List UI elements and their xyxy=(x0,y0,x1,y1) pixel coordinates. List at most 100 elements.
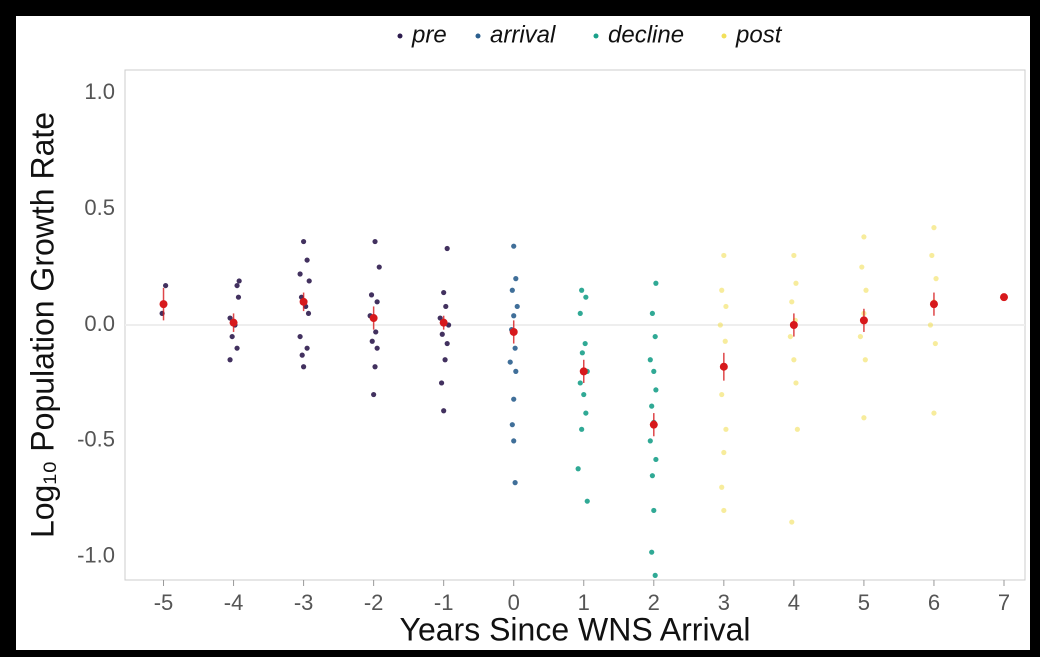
point xyxy=(509,287,515,293)
x-tick-label: 0 xyxy=(508,590,520,615)
point xyxy=(235,294,242,300)
point xyxy=(514,303,520,310)
point xyxy=(652,572,658,578)
mean-point xyxy=(439,318,448,327)
point xyxy=(369,338,375,344)
point xyxy=(575,466,581,472)
mean-point xyxy=(509,327,518,336)
x-tick-label: 7 xyxy=(998,590,1010,615)
x-tick-label: 3 xyxy=(718,590,730,615)
point xyxy=(577,380,583,386)
point xyxy=(376,264,382,270)
point xyxy=(579,350,585,356)
point xyxy=(651,507,657,514)
point xyxy=(374,345,380,351)
point xyxy=(647,438,653,444)
point xyxy=(374,299,380,305)
x-tick-label: 5 xyxy=(858,590,870,615)
point xyxy=(373,329,379,335)
mean-point xyxy=(929,300,938,309)
point xyxy=(163,282,169,289)
mean-point xyxy=(719,362,728,371)
point xyxy=(306,278,312,284)
point xyxy=(443,303,449,310)
point xyxy=(579,426,585,432)
point xyxy=(511,313,517,319)
mean-point xyxy=(649,420,658,429)
point xyxy=(929,252,935,259)
point xyxy=(372,364,378,370)
point xyxy=(444,245,450,252)
point xyxy=(863,287,869,293)
point xyxy=(441,408,447,414)
mean-point xyxy=(999,293,1008,302)
point xyxy=(719,391,725,398)
mean-point xyxy=(579,367,588,376)
point xyxy=(229,333,235,340)
x-tick-label: -5 xyxy=(154,590,174,615)
point xyxy=(862,357,868,363)
point xyxy=(297,271,303,277)
x-tick-label: -3 xyxy=(294,590,314,615)
x-tick-label: 4 xyxy=(788,590,800,615)
point xyxy=(653,280,659,286)
point xyxy=(304,257,310,263)
y-tick-label: 1.0 xyxy=(84,79,115,104)
x-tick-label: -4 xyxy=(224,590,244,615)
point xyxy=(857,333,864,340)
point xyxy=(723,303,729,310)
point xyxy=(371,391,377,398)
legend-label: decline xyxy=(608,21,684,48)
legend-label: pre xyxy=(411,21,447,48)
point xyxy=(299,352,305,358)
point xyxy=(372,238,378,245)
legend-label: post xyxy=(735,21,783,48)
point xyxy=(719,287,725,293)
x-tick-label: -1 xyxy=(434,590,454,615)
point xyxy=(513,276,519,282)
x-tick-label: 6 xyxy=(928,590,940,615)
point xyxy=(861,415,867,421)
point xyxy=(653,456,659,463)
point xyxy=(513,368,519,374)
point xyxy=(300,364,307,370)
point xyxy=(509,422,515,428)
point xyxy=(438,380,445,386)
point xyxy=(791,252,797,259)
point xyxy=(305,310,312,317)
point xyxy=(651,368,657,374)
point xyxy=(859,264,865,270)
point xyxy=(439,331,445,337)
point xyxy=(442,357,448,363)
point xyxy=(927,322,934,328)
point xyxy=(931,225,937,231)
point xyxy=(722,338,728,344)
point xyxy=(793,280,799,286)
x-axis-title: Years Since WNS Arrival xyxy=(400,611,751,647)
legend-label: arrival xyxy=(490,21,556,48)
point xyxy=(582,340,588,347)
y-tick-label: -1.0 xyxy=(77,543,115,568)
y-tick-label: -0.5 xyxy=(77,427,115,452)
point xyxy=(511,396,517,402)
point xyxy=(511,438,517,444)
point xyxy=(931,410,937,416)
point xyxy=(649,549,655,555)
x-tick-label: 2 xyxy=(648,590,660,615)
mean-point xyxy=(159,300,168,309)
point xyxy=(793,380,799,386)
mean-point xyxy=(299,297,308,306)
x-tick-label: -2 xyxy=(364,590,384,615)
point xyxy=(649,403,655,409)
point xyxy=(932,340,938,347)
point xyxy=(234,345,240,351)
legend-swatch xyxy=(593,33,599,39)
mean-point xyxy=(369,314,378,323)
point xyxy=(577,310,583,317)
point xyxy=(721,252,727,259)
y-tick-label: 0.5 xyxy=(84,195,115,220)
mean-point xyxy=(859,316,868,325)
point xyxy=(236,278,242,284)
